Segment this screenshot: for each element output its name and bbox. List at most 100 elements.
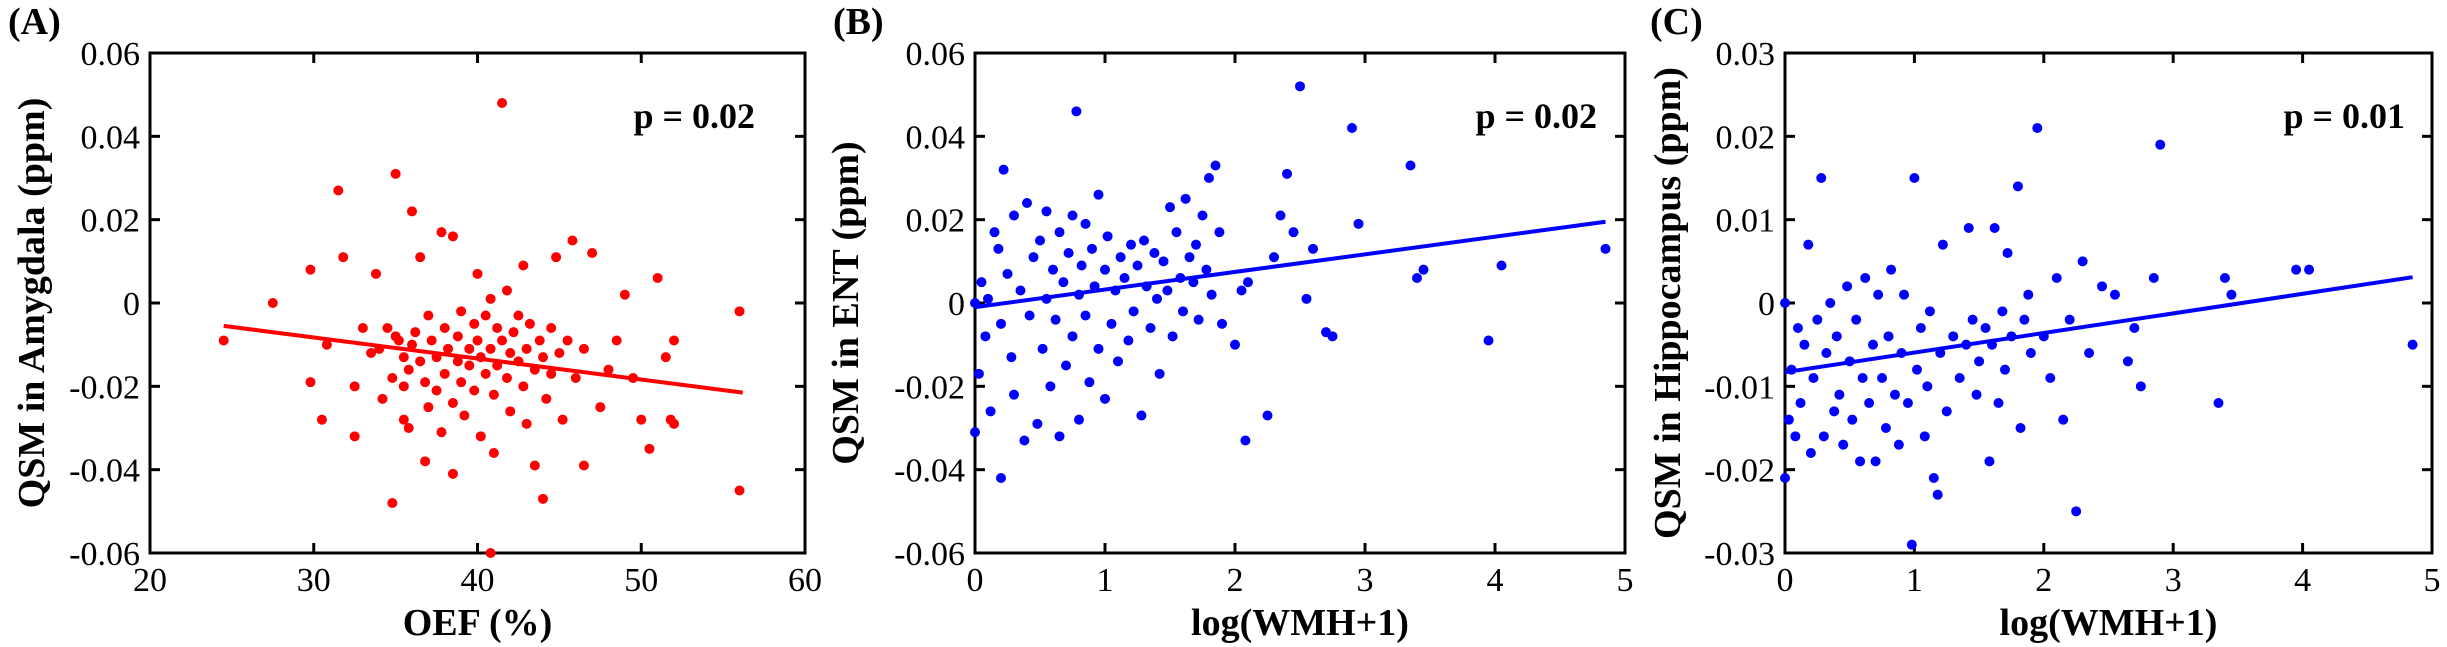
data-point (497, 98, 508, 108)
data-point (1347, 123, 1357, 133)
data-point (2058, 414, 2069, 425)
data-point (1870, 456, 1881, 467)
data-point (1825, 298, 1836, 308)
data-point (669, 335, 679, 346)
data-point (1100, 264, 1110, 275)
data-point (305, 377, 316, 388)
data-point (2025, 348, 2036, 358)
data-point (1136, 410, 1147, 421)
data-point (1857, 373, 1868, 383)
data-point (1922, 381, 1933, 392)
data-point (1831, 331, 1842, 342)
data-point (998, 164, 1009, 175)
data-point (1071, 106, 1082, 117)
y-tick-label: -0.04 (69, 453, 140, 490)
data-point (1867, 339, 1878, 350)
data-point (415, 356, 426, 367)
data-point (469, 385, 480, 396)
data-point (2407, 339, 2418, 350)
data-point (1877, 373, 1888, 383)
x-tick-label: 60 (788, 562, 822, 599)
data-point (403, 423, 414, 433)
data-point (1067, 210, 1078, 221)
panel-label: (C) (1650, 1, 1703, 43)
x-tick-label: 5 (2424, 562, 2441, 599)
data-point (501, 285, 512, 296)
data-point (1496, 260, 1507, 271)
data-point (1783, 414, 1794, 425)
data-point (1132, 260, 1143, 271)
data-point (2148, 273, 2159, 283)
y-axis-label: QSM in ENT (ppm) (825, 141, 867, 464)
data-point (1002, 268, 1013, 279)
x-tick-label: 4 (1487, 562, 1504, 599)
data-point (1906, 539, 1917, 550)
data-point (1093, 343, 1104, 354)
data-point (973, 368, 984, 379)
x-tick-label: 2 (2035, 562, 2052, 599)
data-point (2213, 398, 2224, 408)
data-point (669, 418, 679, 429)
data-point (1915, 323, 1926, 333)
data-point (387, 373, 398, 383)
data-point (996, 318, 1006, 329)
data-point (1106, 318, 1117, 329)
data-point (1838, 439, 1849, 450)
data-point (305, 264, 316, 275)
data-point (2135, 381, 2146, 392)
x-tick-label: 2 (1227, 562, 1244, 599)
y-tick-label: 0.04 (81, 119, 141, 156)
data-point (1191, 239, 1201, 250)
data-point (398, 352, 409, 363)
data-point (1230, 339, 1240, 350)
data-point (1980, 323, 1991, 333)
data-point (480, 310, 491, 321)
data-point (1269, 252, 1279, 263)
data-point (267, 298, 278, 308)
data-point (1989, 223, 2000, 233)
data-point (1963, 223, 1974, 233)
data-point (2064, 314, 2075, 325)
data-point (521, 418, 532, 429)
data-point (611, 335, 622, 346)
data-point (349, 431, 360, 442)
data-point (652, 273, 663, 283)
data-point (1295, 81, 1305, 92)
y-tick-label: -0.03 (1704, 536, 1775, 573)
data-point (1050, 314, 1061, 325)
y-tick-label: -0.02 (69, 369, 140, 406)
data-point (603, 364, 614, 375)
data-point (1997, 306, 2008, 317)
x-tick-label: 4 (2294, 562, 2311, 599)
data-point (1405, 160, 1416, 171)
data-point (333, 185, 344, 196)
data-point (1780, 473, 1790, 483)
y-tick-label: 0 (948, 286, 965, 323)
data-point (492, 323, 503, 333)
data-point (1006, 352, 1017, 363)
data-point (1178, 306, 1188, 317)
data-point (1818, 431, 1829, 442)
data-point (2219, 273, 2230, 283)
data-point (1009, 389, 1019, 400)
data-point (1102, 231, 1113, 242)
data-point (562, 335, 573, 346)
y-tick-label: 0.04 (906, 119, 966, 156)
panel-label: (A) (8, 1, 61, 43)
data-point (443, 343, 454, 354)
data-point (2226, 289, 2237, 300)
data-point (619, 289, 630, 300)
data-point (1790, 431, 1801, 442)
data-point (452, 331, 463, 342)
data-point (587, 248, 598, 258)
data-point (970, 427, 980, 438)
data-point (513, 310, 524, 321)
data-point (410, 327, 421, 338)
data-point (1600, 243, 1611, 254)
data-point (1054, 227, 1065, 238)
data-point (1145, 323, 1156, 333)
data-point (1084, 377, 1095, 388)
p-value-annotation: p = 0.02 (633, 96, 755, 136)
data-point (1821, 348, 1832, 358)
data-point (1847, 414, 1858, 425)
